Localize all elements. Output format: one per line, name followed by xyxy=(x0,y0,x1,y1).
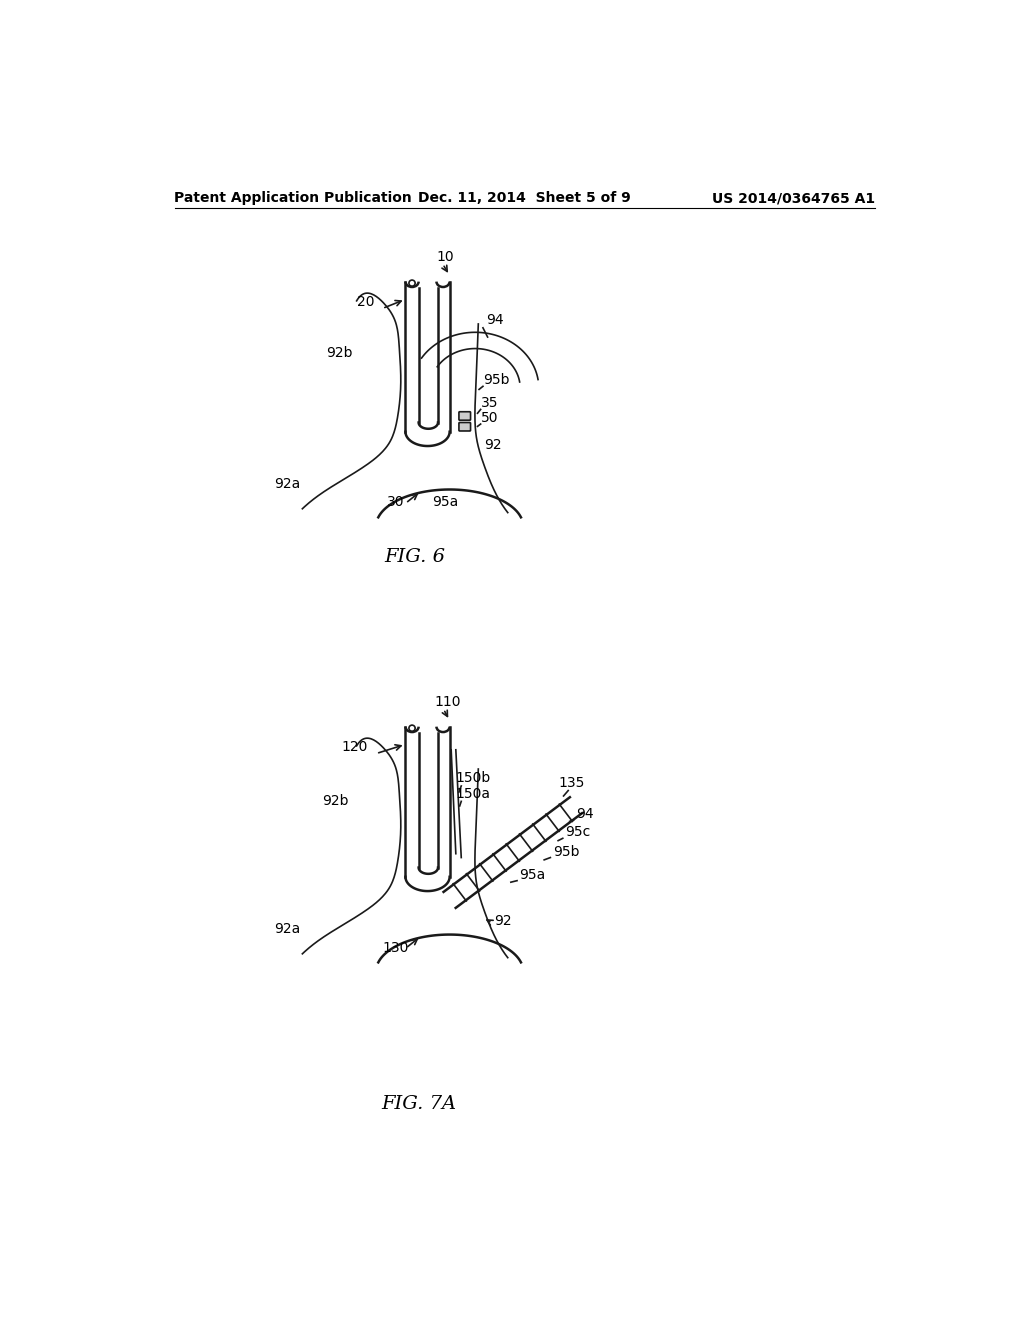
Text: 95a: 95a xyxy=(519,869,546,882)
Text: 20: 20 xyxy=(357,296,375,309)
Text: Dec. 11, 2014  Sheet 5 of 9: Dec. 11, 2014 Sheet 5 of 9 xyxy=(419,191,631,206)
Text: 135: 135 xyxy=(558,776,585,789)
Text: 95b: 95b xyxy=(553,845,580,859)
Text: 92b: 92b xyxy=(327,346,352,360)
Text: 95c: 95c xyxy=(565,825,591,840)
Text: 95a: 95a xyxy=(432,495,458,510)
Text: 30: 30 xyxy=(387,495,404,510)
Text: 10: 10 xyxy=(436,249,454,264)
Text: 120: 120 xyxy=(342,741,369,754)
Text: 110: 110 xyxy=(434,694,461,709)
Text: Patent Application Publication: Patent Application Publication xyxy=(174,191,413,206)
Text: 94: 94 xyxy=(486,313,504,327)
Text: 92: 92 xyxy=(484,438,502,453)
Text: 35: 35 xyxy=(480,396,498,411)
Text: 150b: 150b xyxy=(455,771,490,785)
FancyBboxPatch shape xyxy=(459,412,471,420)
Text: 95b: 95b xyxy=(483,374,510,387)
Text: 92a: 92a xyxy=(273,477,300,491)
Text: 130: 130 xyxy=(382,940,409,954)
Text: 94: 94 xyxy=(575,807,594,821)
Text: FIG. 7A: FIG. 7A xyxy=(381,1096,456,1113)
Text: 92: 92 xyxy=(494,915,511,928)
Text: FIG. 6: FIG. 6 xyxy=(384,548,445,566)
Text: 150a: 150a xyxy=(455,787,490,800)
Text: 92b: 92b xyxy=(323,795,349,808)
FancyBboxPatch shape xyxy=(459,422,471,430)
Text: US 2014/0364765 A1: US 2014/0364765 A1 xyxy=(712,191,876,206)
Text: 50: 50 xyxy=(480,411,498,425)
Text: 92a: 92a xyxy=(273,921,300,936)
